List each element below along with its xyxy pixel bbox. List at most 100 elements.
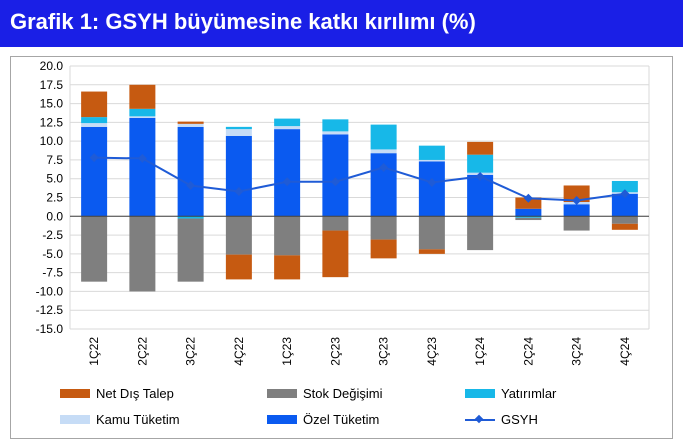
bar-kamu-tüketim [177, 123, 204, 127]
bar-kamu-tüketim [129, 116, 156, 118]
x-tick-label: 3Ç22 [184, 337, 198, 366]
bar-stok-değişimi [515, 217, 542, 221]
bar-yatırımlar [129, 108, 156, 117]
bar-özel-tüketim [322, 134, 349, 217]
bar-özel-tüketim [515, 208, 542, 217]
y-tick-label: 17.5 [40, 78, 64, 92]
bar-yatırımlar [515, 216, 542, 218]
y-tick-label: 10.0 [40, 134, 64, 148]
x-tick-label: 2Ç23 [328, 337, 342, 366]
y-tick-label: 15.0 [40, 97, 64, 111]
bar-özel-tüketim [129, 117, 156, 217]
bar-net-dış-talep [129, 84, 156, 109]
bar-yatırımlar [274, 118, 301, 127]
y-tick-label: -10.0 [36, 284, 64, 298]
x-tick-label: 3Ç24 [570, 337, 584, 366]
x-tick-label: 4Ç23 [425, 337, 439, 366]
y-tick-label: 0.0 [46, 209, 63, 223]
bar-net-dış-talep [418, 249, 445, 254]
bar-net-dış-talep [274, 255, 301, 280]
bar-net-dış-talep [611, 223, 638, 230]
bar-net-dış-talep [515, 197, 542, 209]
gsyh-line [94, 156, 626, 202]
bar-kamu-tüketim [274, 126, 301, 130]
bar-kamu-tüketim [418, 159, 445, 162]
bar-kamu-tüketim [370, 149, 397, 154]
y-tick-label: 5.0 [46, 172, 63, 186]
legend-swatch-yatirimlar [465, 389, 495, 398]
x-tick-label: 4Ç24 [618, 337, 632, 366]
bar-yatırımlar [611, 180, 638, 193]
y-tick-label: -2.5 [42, 228, 63, 242]
gsyh-point [523, 193, 533, 203]
bar-özel-tüketim [563, 204, 590, 217]
y-tick-label: -12.5 [36, 303, 64, 317]
gsyh-point [620, 189, 630, 199]
legend-item-ozel-tuketim: Özel Tüketim [267, 412, 379, 427]
stacked-bar-chart: 20.0 17.5 15.0 12.5 10.0 7.5 5.0 2.5 0.0 -2.5 -5.0… [36, 59, 650, 366]
bar-net-dış-talep [467, 141, 494, 155]
y-tick-label: -5.0 [42, 247, 63, 261]
bar-stok-değişimi [177, 218, 204, 282]
gsyh-point [330, 177, 340, 187]
bar-kamu-tüketim [225, 129, 252, 136]
legend-item-yatirimlar: Yatırımlar [465, 386, 556, 401]
bar-yatırımlar [418, 145, 445, 160]
x-tick-label: 1Ç24 [473, 337, 487, 366]
x-tick-label: 2Ç24 [521, 337, 535, 366]
bar-net-dış-talep [225, 254, 252, 280]
bar-stok-değişimi [225, 216, 252, 255]
y-tick-label: 20.0 [40, 59, 64, 73]
y-tick-label: 7.5 [46, 153, 63, 167]
bar-özel-tüketim [274, 129, 301, 217]
gsyh-point [475, 171, 485, 181]
legend-swatch-stok-degisimi [267, 389, 297, 398]
x-tick-label: 2Ç22 [135, 337, 149, 366]
bar-yatırımlar [81, 117, 108, 124]
gsyh-point [572, 196, 582, 206]
x-tick-label: 1Ç23 [280, 337, 294, 366]
bar-özel-tüketim [177, 126, 204, 217]
bar-stok-değişimi [81, 216, 108, 282]
bar-kamu-tüketim [81, 123, 108, 127]
gsyh-point [89, 153, 99, 163]
bar-yatırımlar [225, 126, 252, 130]
bar-stok-değişimi [563, 216, 590, 231]
legend-swatch-kamu-tuketim [60, 415, 90, 424]
bar-net-dış-talep [563, 185, 590, 203]
bar-net-dış-talep [322, 230, 349, 278]
gsyh-point [234, 186, 244, 196]
legend-swatch-net-dis-talep [60, 389, 90, 398]
bar-stok-değişimi [370, 216, 397, 240]
title-bar: Grafik 1: GSYH büyümesine katkı kırılımı… [0, 0, 683, 47]
gsyh-point [186, 180, 196, 190]
legend-label-stok-degisimi: Stok Değişimi [303, 386, 383, 401]
bar-stok-değişimi [129, 216, 156, 292]
y-tick-label: 2.5 [46, 191, 63, 205]
legend-item-stok-degisimi: Stok Değişimi [267, 386, 382, 401]
legend-line-gsyh [465, 415, 495, 424]
y-tick-label: -15.0 [36, 322, 64, 336]
chart-panel: 20.0 17.5 15.0 12.5 10.0 7.5 5.0 2.5 0.0 -2.5 -5.0… [10, 56, 673, 439]
bar-net-dış-talep [177, 121, 204, 124]
legend-label-ozel-tuketim: Özel Tüketim [303, 412, 380, 427]
bar-özel-tüketim [370, 153, 397, 217]
bar-özel-tüketim [611, 193, 638, 217]
gsyh-point [427, 177, 437, 187]
x-tick-label: 3Ç23 [377, 337, 391, 366]
page-title: Grafik 1: GSYH büyümesine katkı kırılımı… [10, 9, 476, 34]
bar-net-dış-talep [370, 239, 397, 259]
bar-yatırımlar [177, 216, 204, 219]
bar-stok-değişimi [418, 216, 445, 250]
bar-stok-değişimi [467, 216, 494, 251]
bar-stok-değişimi [322, 216, 349, 231]
legend-label-gsyh: GSYH [501, 412, 538, 427]
legend-item-gsyh: GSYH [465, 412, 538, 427]
y-tick-label: -7.5 [42, 266, 63, 280]
legend: Net Dış Talep Stok Değişimi Yatırımlar K… [60, 386, 620, 436]
bar-yatırımlar [467, 154, 494, 173]
legend-item-kamu-tuketim: Kamu Tüketim [60, 412, 180, 427]
legend-swatch-ozel-tuketim [267, 415, 297, 424]
x-tick-label: 1Ç22 [87, 337, 101, 366]
y-tick-label: 12.5 [40, 115, 64, 129]
